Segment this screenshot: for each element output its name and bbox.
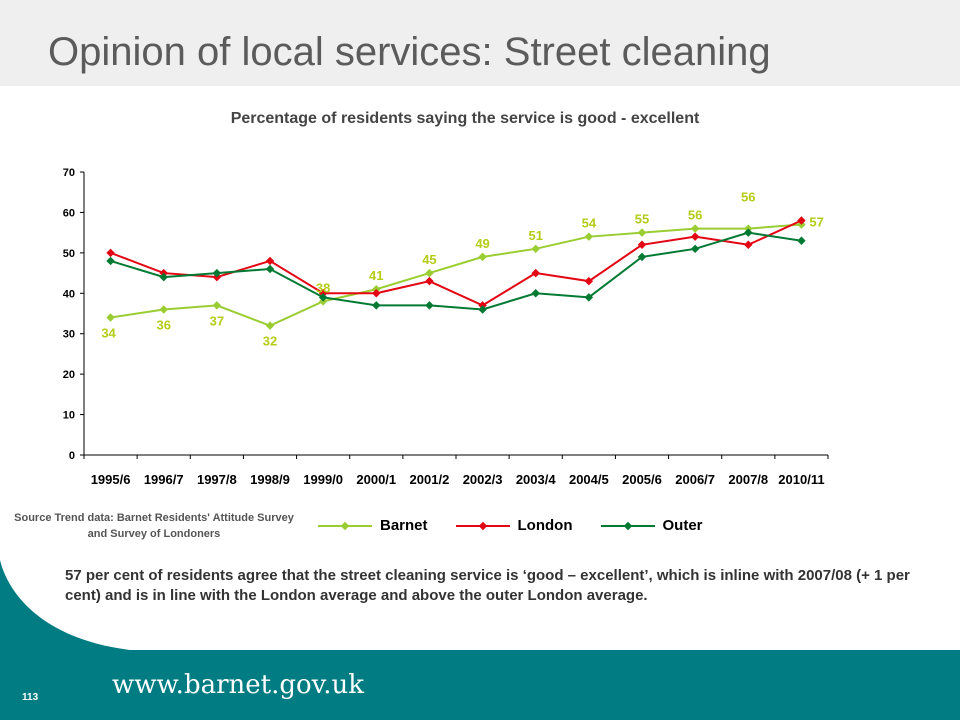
- x-tick-label: 1997/8: [197, 472, 237, 487]
- legend-swatch-barnet: [318, 521, 372, 530]
- data-point-outer: [797, 236, 806, 245]
- y-tick-label: 30: [63, 329, 75, 341]
- data-point-barnet: [478, 252, 487, 262]
- y-tick-label: 0: [69, 450, 75, 462]
- x-tick-label: 2000/1: [356, 472, 396, 487]
- description-text: 57 per cent of residents agree that the …: [65, 567, 910, 604]
- data-label-barnet: 55: [635, 212, 649, 227]
- x-tick-label: 1995/6: [91, 472, 131, 487]
- data-point-london: [372, 289, 381, 298]
- data-label-barnet: 45: [422, 252, 436, 267]
- data-label-barnet: 41: [369, 268, 383, 283]
- legend-swatch-outer: [600, 521, 655, 530]
- data-label-barnet: 38: [316, 280, 330, 295]
- x-tick-label: 2002/3: [463, 472, 503, 487]
- x-tick-label: 2004/5: [569, 472, 609, 487]
- data-point-outer: [318, 293, 328, 302]
- data-point-barnet: [531, 244, 540, 254]
- data-label-barnet: 36: [156, 317, 170, 332]
- legend-item-london: London: [455, 517, 573, 534]
- y-tick-label: 60: [63, 207, 75, 219]
- data-point-outer: [159, 272, 168, 282]
- x-tick-label: 1998/9: [250, 472, 290, 487]
- legend-label-barnet: Barnet: [380, 517, 428, 534]
- data-label-barnet: 34: [101, 326, 116, 341]
- legend-label-london: London: [517, 517, 573, 534]
- data-point-outer: [106, 256, 115, 266]
- data-label-barnet: 57: [809, 215, 823, 230]
- data-point-barnet: [425, 268, 434, 278]
- data-point-london: [744, 240, 753, 250]
- data-label-barnet: 54: [582, 216, 597, 231]
- y-tick-label: 20: [63, 369, 75, 381]
- legend-item-barnet: Barnet: [318, 517, 428, 534]
- series-line-barnet: [110, 223, 802, 327]
- data-point-outer: [531, 289, 540, 298]
- data-label-barnet: 49: [475, 236, 489, 251]
- line-chart: 0 10 20 30 40 50 60 70 1995/6 1996/7 1997/8 1998/9 1…: [63, 167, 829, 487]
- data-label-barnet: 51: [528, 228, 542, 243]
- data-label-barnet: 56: [688, 208, 702, 223]
- data-point-outer: [372, 301, 381, 310]
- header-band: [0, 0, 960, 86]
- x-tick-label: 2006/7: [675, 472, 715, 487]
- slide-title: Opinion of local services: Street cleani…: [48, 30, 771, 74]
- data-label-barnet: 32: [263, 334, 277, 349]
- data-point-london: [106, 248, 115, 258]
- data-point-outer: [690, 244, 700, 254]
- data-point-barnet: [106, 313, 115, 322]
- series-line-london: [110, 219, 802, 307]
- y-tick-label: 40: [63, 288, 75, 300]
- data-point-outer: [265, 264, 275, 274]
- source-note: Source Trend data: Barnet Residents' Att…: [14, 512, 294, 540]
- x-tick-label: 2003/4: [516, 472, 557, 487]
- footer-band: [0, 650, 960, 720]
- data-label-barnet: 37: [210, 313, 224, 328]
- x-tick-label: 2001/2: [410, 472, 450, 487]
- data-label-barnet: 56: [741, 190, 755, 205]
- data-point-london: [265, 256, 275, 266]
- y-tick-label: 70: [63, 167, 75, 179]
- series-line-outer: [110, 231, 802, 311]
- legend-item-outer: Outer: [600, 517, 703, 534]
- x-tick-label: 1996/7: [144, 472, 184, 487]
- data-point-barnet: [584, 232, 594, 241]
- footer-url[interactable]: www.barnet.gov.uk: [112, 670, 365, 700]
- page-number: 113: [22, 692, 39, 703]
- data-point-barnet: [637, 228, 647, 237]
- y-tick-label: 10: [63, 410, 75, 422]
- data-point-barnet: [212, 301, 222, 310]
- footer-curve: [0, 560, 130, 650]
- x-tick-label: 2007/8: [728, 472, 768, 487]
- data-point-london: [425, 276, 434, 286]
- data-point-outer: [478, 305, 487, 314]
- x-tick-label: 2005/6: [622, 472, 662, 487]
- data-point-barnet: [159, 305, 168, 314]
- data-point-outer: [425, 301, 434, 310]
- chart-title: Percentage of residents saying the servi…: [230, 110, 700, 127]
- x-tick-label: 1999/0: [303, 472, 343, 487]
- chart-legend: Barnet London Outer: [318, 517, 703, 534]
- data-point-london: [690, 232, 700, 241]
- data-point-outer: [212, 268, 222, 278]
- legend-swatch-london: [455, 521, 510, 530]
- data-point-barnet: [265, 321, 275, 330]
- legend-label-outer: Outer: [662, 517, 703, 534]
- x-tick-label: 2010/11: [778, 472, 824, 487]
- data-point-barnet: [690, 224, 700, 233]
- y-tick-label: 50: [63, 248, 75, 260]
